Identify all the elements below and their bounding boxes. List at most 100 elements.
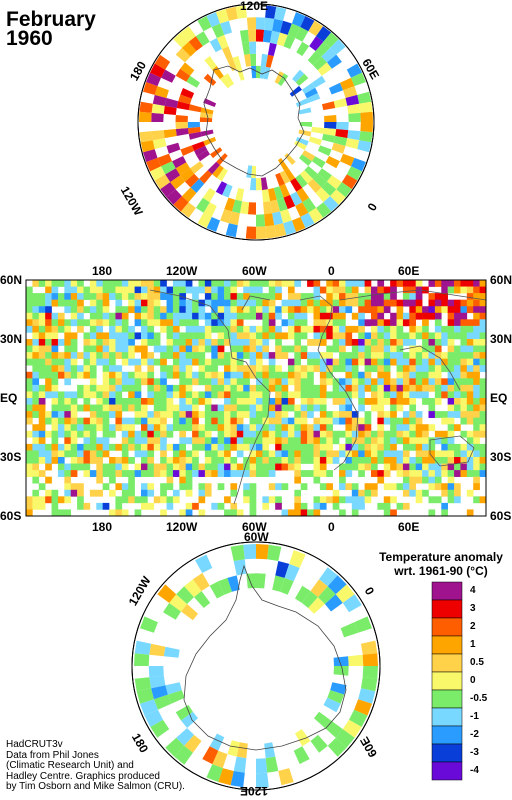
polar-anomaly-cell (267, 544, 282, 561)
anomaly-cell (466, 339, 474, 346)
anomaly-cell (32, 457, 40, 464)
anomaly-cell (236, 378, 244, 386)
anomaly-cell (38, 411, 46, 418)
anomaly-cell (109, 384, 116, 392)
anomaly-cell (204, 463, 212, 471)
anomaly-cell (294, 496, 302, 504)
anomaly-cell (89, 319, 97, 327)
anomaly-cell (256, 312, 263, 320)
polar-anomaly-cell (209, 733, 225, 751)
anomaly-cell (70, 470, 78, 477)
anomaly-cell (441, 332, 448, 340)
anomaly-cell (460, 384, 468, 392)
anomaly-cell (313, 332, 321, 340)
anomaly-cell (371, 365, 378, 373)
polar-anomaly-cell (274, 71, 285, 84)
anomaly-cell (160, 417, 167, 425)
anomaly-cell (153, 411, 161, 418)
anomaly-cell (172, 496, 180, 504)
anomaly-cell (198, 424, 206, 432)
anomaly-cell (77, 443, 84, 451)
anomaly-cell (211, 319, 218, 327)
anomaly-cell (441, 352, 448, 359)
anomaly-cell (390, 483, 397, 491)
polar-anomaly-cell (340, 77, 355, 91)
anomaly-cell (364, 457, 372, 464)
anomaly-cell (134, 411, 142, 418)
polar-anomaly-cell (322, 101, 336, 111)
anomaly-cell (83, 384, 91, 392)
anomaly-cell (473, 398, 480, 405)
anomaly-cell (364, 417, 372, 425)
anomaly-cell (294, 417, 302, 425)
anomaly-cell (64, 286, 72, 294)
anomaly-cell (230, 286, 238, 294)
polar-anomaly-cell (295, 73, 309, 86)
anomaly-cell (351, 365, 359, 373)
polar-anomaly-cell (172, 156, 187, 169)
anomaly-cell (77, 424, 84, 432)
anomaly-cell (102, 358, 110, 366)
anomaly-cell (89, 358, 97, 366)
polar-anomaly-cell (139, 111, 152, 122)
anomaly-cell (32, 345, 40, 353)
anomaly-cell (70, 437, 78, 445)
anomaly-cell (230, 398, 238, 405)
anomaly-cell (409, 457, 417, 464)
polar-anomaly-cell (173, 32, 189, 48)
anomaly-cell (287, 424, 295, 432)
anomaly-cell (415, 299, 423, 307)
anomaly-cell (275, 345, 282, 353)
polar-anomaly-cell (301, 591, 318, 608)
anomaly-cell (147, 391, 155, 399)
anomaly-cell (128, 339, 135, 346)
anomaly-cell (32, 404, 40, 412)
anomaly-cell (141, 489, 148, 497)
anomaly-cell (281, 280, 289, 287)
polar-anomaly-cell (247, 202, 256, 215)
anomaly-cell (332, 411, 340, 418)
anomaly-cell (147, 339, 155, 346)
polar-anomaly-cell (256, 17, 266, 30)
anomaly-cell (192, 312, 199, 320)
anomaly-cell (179, 312, 187, 320)
anomaly-cell (466, 463, 474, 471)
polar-anomaly-cell (298, 107, 312, 115)
anomaly-cell (96, 325, 103, 333)
anomaly-cell (326, 457, 333, 464)
anomaly-cell (109, 509, 116, 517)
anomaly-cell (390, 280, 397, 287)
legend-title-line2: wrt. 1961-90 (°C) (394, 564, 488, 578)
anomaly-cell (339, 398, 346, 405)
polar-anomaly-cell (140, 616, 158, 633)
anomaly-cell (45, 411, 52, 418)
anomaly-cell (294, 319, 302, 327)
anomaly-cell (415, 463, 423, 471)
anomaly-cell (300, 424, 308, 432)
anomaly-cell (313, 365, 321, 373)
anomaly-cell (211, 417, 218, 425)
anomaly-cell (396, 417, 404, 425)
anomaly-cell (307, 339, 314, 346)
anomaly-cell (224, 417, 231, 425)
anomaly-cell (51, 358, 59, 366)
anomaly-cell (192, 352, 199, 359)
anomaly-cell (447, 345, 455, 353)
anomaly-cell (454, 424, 461, 432)
anomaly-cell (172, 306, 180, 314)
anomaly-cell (364, 365, 372, 373)
anomaly-cell (256, 352, 263, 359)
anomaly-cell (268, 437, 276, 445)
anomaly-cell (402, 463, 410, 471)
anomaly-cell (454, 319, 461, 327)
anomaly-cell (83, 345, 91, 353)
anomaly-cell (409, 299, 417, 307)
anomaly-cell (428, 293, 436, 300)
anomaly-cell (38, 450, 46, 458)
polar-anomaly-cell (324, 720, 343, 738)
anomaly-cell (198, 365, 206, 373)
anomaly-cell (300, 411, 308, 418)
anomaly-cell (345, 384, 353, 392)
anomaly-cell (313, 509, 321, 517)
anomaly-cell (441, 430, 448, 438)
